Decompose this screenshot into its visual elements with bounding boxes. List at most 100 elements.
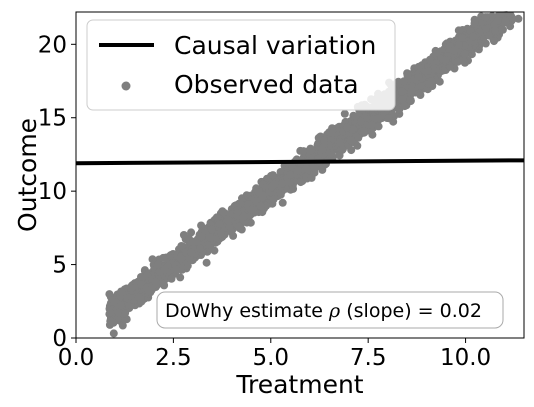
data-point [278,198,287,207]
data-point [177,242,186,250]
x-tick-label: 5.0 [252,345,289,371]
y-axis-label: Outcome [13,118,42,232]
data-point [278,179,287,188]
data-point [384,114,393,123]
data-point [360,127,368,136]
x-axis-label: Treatment [235,370,363,399]
data-point [276,168,285,176]
data-point [269,195,278,204]
data-point [153,260,162,269]
data-point [187,248,196,257]
data-point [403,71,412,80]
x-tick-label: 2.5 [155,345,192,371]
annotation-text: DoWhy estimate ρ (slope) = 0.02 [165,300,482,322]
data-point [286,170,295,179]
data-point [206,233,215,242]
data-point [491,26,499,35]
data-point [458,34,467,42]
data-point [207,225,216,234]
causal-variation-line [75,158,525,166]
legend-label-observed-data: Observed data [174,70,359,99]
data-point [470,19,479,28]
data-point [118,321,127,330]
annotation-suffix: (slope) = 0.02 [340,300,482,322]
data-point [400,102,409,111]
data-point [160,265,169,274]
data-point [414,72,423,81]
data-point [307,146,316,155]
data-point [247,205,256,214]
data-point [151,278,160,287]
y-tick-label: 10 [38,179,67,205]
data-point [223,216,232,225]
data-point [215,220,224,228]
data-point [217,229,225,238]
data-point [490,37,498,46]
data-point [218,207,227,216]
data-point [183,261,192,270]
data-point [159,253,168,262]
data-point [354,133,363,142]
y-tick-label: 20 [38,32,67,58]
data-point [189,237,198,246]
data-point [398,95,407,104]
data-point [501,17,510,26]
data-point [296,146,305,155]
data-point [481,25,490,34]
data-point [427,77,436,86]
data-point [177,254,186,263]
legend-label-causal-variation: Causal variation [174,31,376,60]
y-tick-label: 0 [52,326,67,352]
data-point [172,265,181,274]
data-point [340,109,349,118]
plot-frame [75,11,525,339]
data-point [268,171,277,180]
data-point [121,309,129,318]
data-point [435,77,444,86]
data-point [239,213,248,222]
data-point [335,138,344,147]
legend: Causal variation Observed data [86,19,396,111]
annotation-box [156,291,504,329]
data-point [398,87,407,96]
data-point [146,288,155,297]
x-tick-label: 7.5 [350,345,387,371]
data-point [368,130,377,139]
data-point [318,145,327,154]
data-point [320,136,329,145]
data-point [267,182,276,191]
data-point [106,308,115,317]
data-point [351,112,360,121]
legend-dot-swatch [121,81,131,91]
data-point [487,12,496,21]
data-point [296,178,305,187]
y-tick-label: 15 [38,106,67,132]
annotation-prefix: DoWhy estimate [165,300,329,322]
data-point [127,284,136,293]
x-tick-label: 10.0 [440,345,491,371]
data-point [455,40,463,49]
data-point [374,114,383,123]
data-point [399,77,408,86]
data-point [135,293,144,302]
data-point [227,227,236,236]
data-point [424,67,433,75]
data-point [407,87,416,96]
data-point [342,123,351,132]
data-point [514,14,523,23]
data-point [187,228,196,237]
data-point [485,31,494,40]
data-point [176,273,185,282]
y-axis-ticks: 0 5 10 15 20 [38,32,76,352]
data-point [469,32,478,41]
data-point [106,317,115,326]
x-axis-ticks: 0.0 2.5 5.0 7.5 10.0 [58,338,491,371]
data-point [453,57,462,66]
data-point [109,329,118,338]
data-point [212,213,221,222]
data-point [258,193,267,202]
legend-box [86,19,396,111]
data-point [196,244,204,253]
data-point [235,222,244,231]
